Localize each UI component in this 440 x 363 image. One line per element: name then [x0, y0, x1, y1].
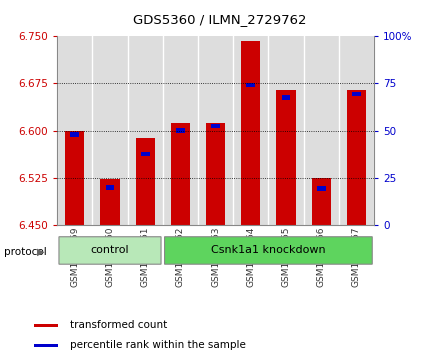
- Bar: [176, 129, 185, 133]
- Text: GDS5360 / ILMN_2729762: GDS5360 / ILMN_2729762: [133, 13, 307, 26]
- Bar: [206, 122, 225, 225]
- Bar: [233, 36, 268, 225]
- Bar: [106, 185, 114, 189]
- Bar: [352, 92, 361, 97]
- Text: ▶: ▶: [37, 246, 45, 257]
- Text: Csnk1a1 knockdown: Csnk1a1 knockdown: [211, 245, 326, 256]
- Bar: [34, 344, 58, 347]
- Bar: [339, 36, 374, 225]
- Bar: [92, 36, 128, 225]
- Bar: [276, 90, 296, 225]
- Bar: [241, 41, 260, 225]
- Bar: [57, 36, 92, 225]
- Bar: [141, 152, 150, 156]
- Bar: [100, 179, 120, 225]
- Bar: [211, 124, 220, 129]
- Bar: [70, 132, 79, 136]
- Bar: [136, 138, 155, 225]
- Bar: [282, 95, 290, 99]
- Bar: [317, 186, 326, 191]
- FancyBboxPatch shape: [59, 237, 161, 264]
- Bar: [347, 90, 366, 225]
- Bar: [304, 36, 339, 225]
- FancyBboxPatch shape: [165, 237, 372, 264]
- Text: transformed count: transformed count: [70, 321, 167, 330]
- Bar: [34, 324, 58, 327]
- Bar: [171, 123, 190, 225]
- Bar: [65, 131, 84, 225]
- Bar: [198, 36, 233, 225]
- Text: control: control: [91, 245, 129, 256]
- Text: protocol: protocol: [4, 246, 47, 257]
- Bar: [246, 82, 255, 87]
- Bar: [268, 36, 304, 225]
- Bar: [128, 36, 163, 225]
- Bar: [163, 36, 198, 225]
- Bar: [312, 178, 331, 225]
- Text: percentile rank within the sample: percentile rank within the sample: [70, 340, 246, 350]
